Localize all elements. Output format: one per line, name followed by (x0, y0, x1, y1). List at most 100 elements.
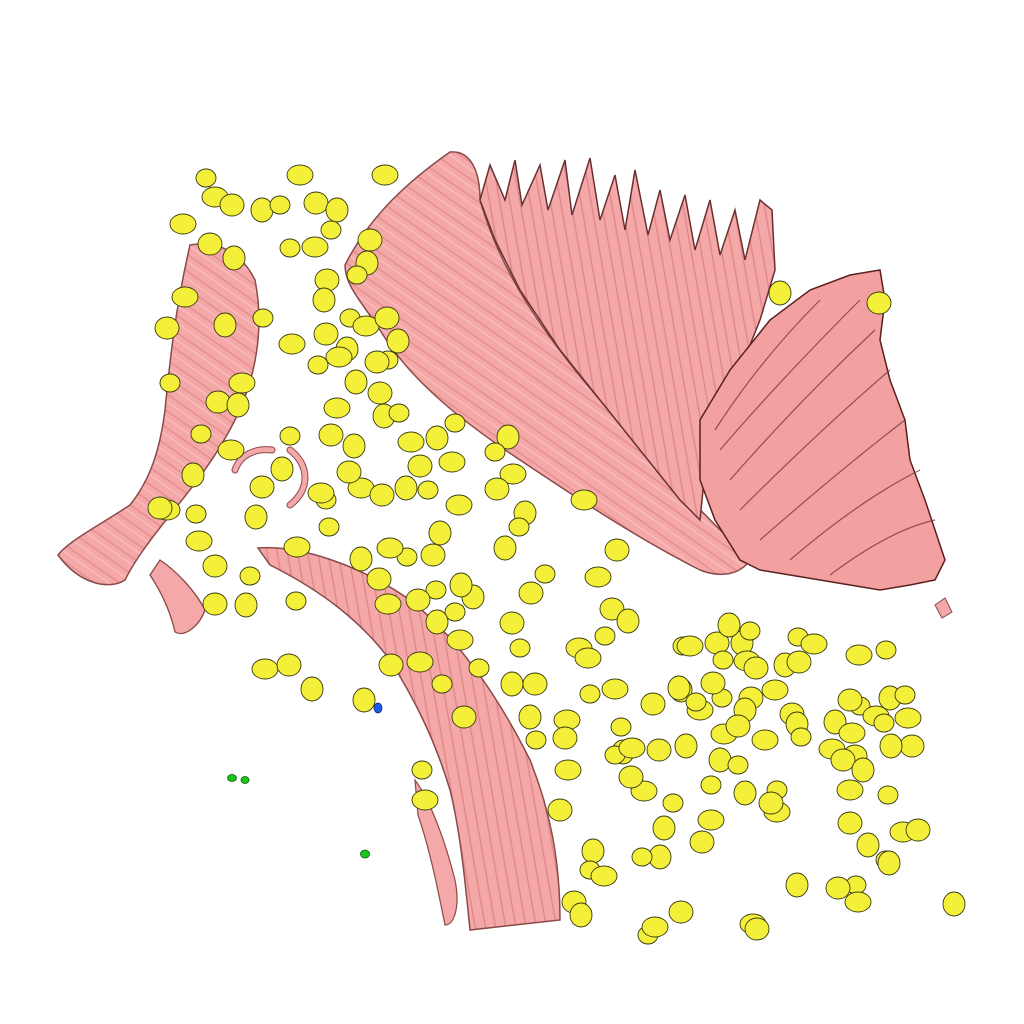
fiber-arc-2-inner (287, 447, 308, 508)
cell-body (468, 658, 490, 678)
cell-body (252, 308, 274, 328)
cell-body (508, 517, 530, 537)
cell-body (717, 612, 741, 638)
cell-body (894, 707, 922, 729)
cell-body (366, 567, 392, 591)
cell-body (727, 755, 749, 775)
cell-body (484, 477, 510, 501)
cell-body (604, 538, 630, 562)
green-marker (360, 849, 370, 859)
cell-body (518, 704, 542, 730)
cell-body (428, 520, 452, 546)
cell-body (584, 566, 612, 588)
cell-body (244, 504, 268, 530)
cell-body (336, 460, 362, 484)
cell-body (226, 392, 250, 418)
cell-body (500, 671, 524, 697)
cell-body (386, 328, 410, 354)
cell-body (222, 245, 246, 271)
cell-body (534, 564, 556, 584)
cell-body (942, 891, 966, 917)
cell-body (725, 714, 751, 738)
cell-body (785, 872, 809, 898)
cell-body (743, 656, 769, 680)
cell-body (217, 439, 245, 461)
cell-body (610, 717, 632, 737)
cell-body (197, 232, 223, 256)
cell-body (697, 809, 725, 831)
fiber-fragment (934, 597, 953, 619)
cell-body (554, 759, 582, 781)
cell-body (406, 651, 434, 673)
cell-body (344, 369, 368, 395)
cell-body (894, 685, 916, 705)
cell-body (364, 350, 390, 374)
cell-body (873, 713, 895, 733)
cell-body (349, 546, 373, 572)
cell-body (276, 653, 302, 677)
cell-body (195, 168, 217, 188)
cell-body (518, 581, 544, 605)
cell-body (838, 722, 866, 744)
cell-body (733, 780, 757, 806)
cell-body (250, 197, 274, 223)
cell-body (905, 818, 931, 842)
cell-body (239, 566, 261, 586)
cell-body (314, 268, 340, 292)
cell-body (371, 164, 399, 186)
cell-body (325, 346, 353, 368)
cell-body (875, 640, 897, 660)
cell-body (509, 638, 531, 658)
cell-body (342, 433, 366, 459)
cell-body (856, 832, 880, 858)
cell-body (303, 191, 329, 215)
cell-body (616, 608, 640, 634)
cell-body (323, 397, 351, 419)
fiber-bundle-right-texture (714, 299, 936, 576)
cell-body (283, 536, 311, 558)
cell-body (270, 456, 294, 482)
cell-body (202, 592, 228, 616)
cell-body (352, 687, 376, 713)
cell-body (836, 779, 864, 801)
cell-body (640, 692, 666, 716)
cell-body (301, 236, 329, 258)
cell-body (279, 238, 301, 258)
cell-body (425, 580, 447, 600)
cell-body (837, 688, 863, 712)
cell-body (425, 609, 449, 635)
cell-body (708, 747, 732, 773)
cell-body (590, 865, 618, 887)
cell-body (378, 653, 404, 677)
cell-body (420, 543, 446, 567)
cell-body (618, 765, 644, 789)
cell-body (369, 483, 395, 507)
cell-body (522, 672, 548, 696)
cell-body (830, 748, 856, 772)
fiber-bundle-left (57, 243, 260, 586)
cell-body (374, 593, 402, 615)
fiber-bundles (57, 151, 953, 931)
green-marker (227, 774, 237, 782)
cell-body (484, 442, 506, 462)
cell-bodies (147, 164, 966, 945)
cell-body (346, 265, 368, 285)
cell-body (825, 876, 851, 900)
cell-body (552, 726, 578, 750)
cell-body (279, 426, 301, 446)
cell-body (700, 671, 726, 695)
cell-body (581, 838, 605, 864)
cell-body (169, 213, 197, 235)
cell-body (618, 737, 646, 759)
cell-body (397, 431, 425, 453)
cell-body (228, 372, 256, 394)
cell-body (444, 602, 466, 622)
cell-body (594, 626, 616, 646)
cell-body (668, 900, 694, 924)
green-marker (240, 776, 250, 784)
cell-body (739, 621, 761, 641)
cell-body (685, 692, 707, 712)
cell-body (574, 647, 602, 669)
